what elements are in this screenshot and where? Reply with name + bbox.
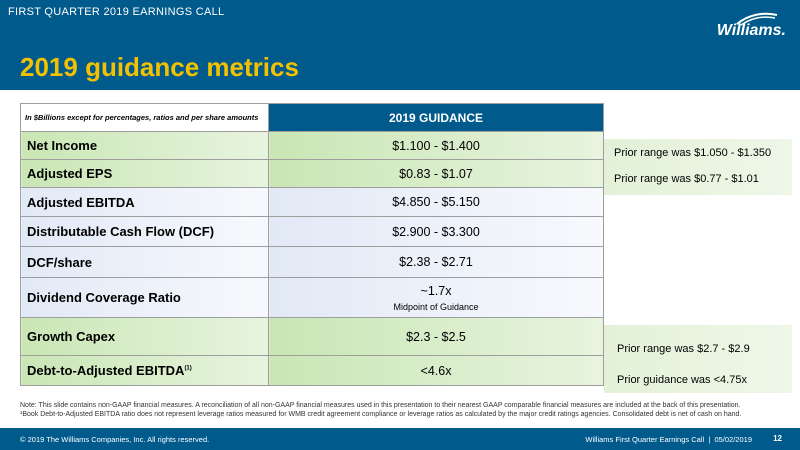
row-value: $0.83 - $1.07 (268, 159, 604, 188)
guidance-column-header: 2019 GUIDANCE (268, 103, 604, 132)
table-row: DCF/share $2.38 - $2.71 (20, 246, 604, 278)
row-subvalue: Midpoint of Guidance (393, 301, 479, 312)
page-number: 12 (773, 434, 782, 443)
footer-separator: | (708, 435, 711, 444)
row-value: <4.6x (268, 355, 604, 386)
footer-event: Williams First Quarter Earnings Call | 0… (585, 435, 752, 444)
table-row: Adjusted EPS $0.83 - $1.07 (20, 159, 604, 188)
prior-range-panel-top (604, 139, 792, 195)
footnote-marker: (1) (184, 365, 192, 372)
prior-range-panel-bottom (604, 325, 792, 393)
footnote: Note: This slide contains non-GAAP finan… (20, 401, 790, 419)
row-label: Dividend Coverage Ratio (20, 277, 269, 318)
event-name: Williams First Quarter Earnings Call (585, 435, 705, 444)
footnote-line: Note: This slide contains non-GAAP finan… (20, 402, 741, 409)
slide-footer: © 2019 The Williams Companies, Inc. All … (0, 428, 800, 450)
slide-title: 2019 guidance metrics (20, 52, 299, 82)
logo-swoosh-icon (736, 12, 778, 26)
table-row: Growth Capex $2.3 - $2.5 (20, 317, 604, 356)
row-value: ~1.7x (420, 283, 452, 298)
logo-text: Williams. (716, 22, 786, 39)
row-value: $4.850 - $5.150 (268, 187, 604, 217)
row-label: Distributable Cash Flow (DCF) (20, 216, 269, 247)
footnote-line: ¹Book Debt-to-Adjusted EBITDA ratio does… (20, 411, 742, 418)
row-label-cell: Debt-to-Adjusted EBITDA(1) (20, 355, 269, 386)
prior-range-note: Prior range was $2.7 - $2.9 (617, 343, 750, 355)
row-value: $2.38 - $2.71 (268, 246, 604, 278)
table-row: Debt-to-Adjusted EBITDA(1) <4.6x (20, 355, 604, 386)
row-label: Adjusted EBITDA (20, 187, 269, 217)
row-label: Net Income (20, 131, 269, 160)
row-label: Adjusted EPS (20, 159, 269, 188)
row-value-cell: ~1.7x Midpoint of Guidance (268, 277, 604, 318)
row-label: Debt-to-Adjusted EBITDA (27, 363, 185, 378)
row-label: DCF/share (20, 246, 269, 278)
williams-logo: Williams. (716, 12, 786, 40)
row-label: Growth Capex (20, 317, 269, 356)
table-row: Adjusted EBITDA $4.850 - $5.150 (20, 187, 604, 217)
event-date: 05/02/2019 (714, 435, 752, 444)
table-row: Dividend Coverage Ratio ~1.7x Midpoint o… (20, 277, 604, 318)
row-value: $2.900 - $3.300 (268, 216, 604, 247)
slide-eyebrow: FIRST QUARTER 2019 EARNINGS CALL (8, 6, 225, 18)
units-note: In $Billions except for percentages, rat… (20, 103, 269, 132)
prior-range-note: Prior guidance was <4.75x (617, 374, 747, 386)
row-value: $2.3 - $2.5 (268, 317, 604, 356)
prior-range-note: Prior range was $1.050 - $1.350 (614, 147, 772, 159)
table-row: Distributable Cash Flow (DCF) $2.900 - $… (20, 216, 604, 247)
row-value: $1.100 - $1.400 (268, 131, 604, 160)
table-row: Net Income $1.100 - $1.400 (20, 131, 604, 160)
slide-header: FIRST QUARTER 2019 EARNINGS CALL 2019 gu… (0, 0, 800, 90)
copyright: © 2019 The Williams Companies, Inc. All … (20, 435, 210, 444)
prior-range-note: Prior range was $0.77 - $1.01 (614, 173, 759, 185)
guidance-table: In $Billions except for percentages, rat… (20, 103, 604, 386)
